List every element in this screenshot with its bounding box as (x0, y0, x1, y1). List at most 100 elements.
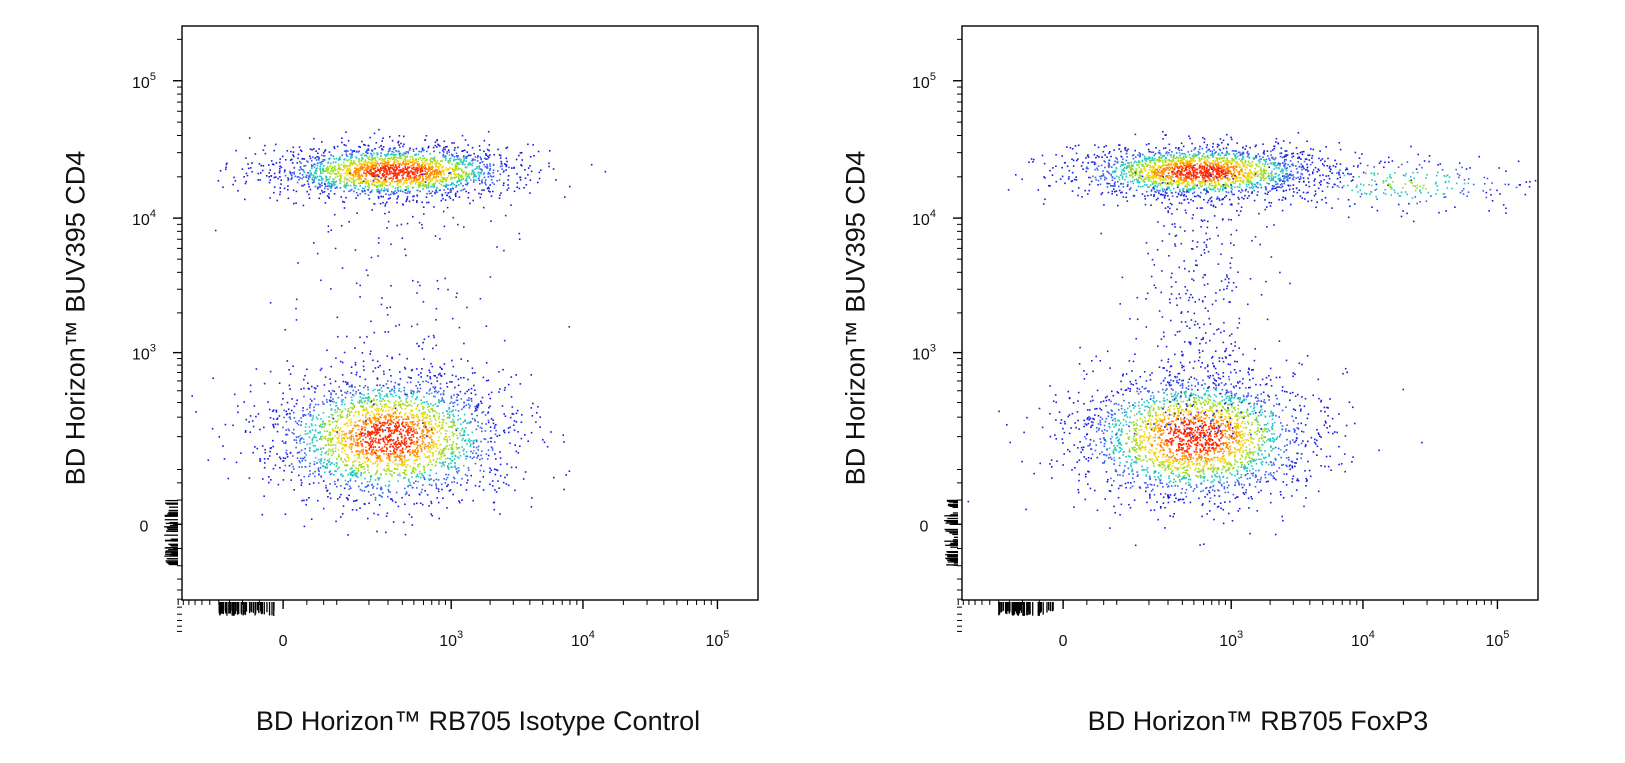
data-point (296, 422, 298, 424)
data-point (382, 169, 385, 172)
data-point (396, 224, 399, 227)
data-point (453, 421, 455, 424)
data-point (314, 475, 316, 478)
data-point (517, 431, 519, 433)
data-point (460, 168, 463, 171)
data-point (379, 190, 381, 192)
data-point (399, 146, 401, 148)
data-point (413, 390, 415, 393)
data-point (354, 474, 357, 477)
data-point (400, 170, 402, 173)
data-point (423, 471, 426, 474)
data-point (420, 476, 422, 479)
data-point (328, 193, 330, 195)
data-point (243, 401, 245, 403)
data-point (484, 179, 487, 181)
data-point (264, 451, 267, 454)
data-point (434, 141, 437, 143)
data-point (370, 152, 372, 155)
data-point (361, 427, 364, 430)
data-point (340, 516, 342, 518)
data-point (438, 451, 440, 453)
data-point (335, 402, 337, 404)
data-point (342, 447, 345, 449)
data-point (1094, 144, 1096, 146)
data-point (369, 406, 371, 408)
data-point (345, 432, 348, 435)
data-point (305, 174, 308, 177)
data-point (433, 184, 436, 187)
data-point (315, 436, 317, 439)
data-point (375, 472, 378, 474)
data-point (483, 163, 485, 166)
data-point (417, 374, 420, 376)
data-point (480, 180, 483, 182)
data-point (383, 168, 386, 171)
data-point (416, 432, 418, 435)
data-point (448, 444, 451, 447)
data-point (426, 201, 428, 204)
data-point (391, 164, 393, 166)
data-point (514, 489, 516, 492)
data-point (346, 173, 348, 176)
data-point (387, 168, 390, 171)
data-point (371, 439, 374, 441)
data-point (320, 367, 323, 370)
data-point (440, 183, 443, 186)
data-point (381, 158, 384, 161)
data-point (363, 394, 365, 396)
data-point (447, 413, 449, 415)
data-point (383, 395, 386, 398)
data-point (287, 177, 289, 179)
data-point (298, 451, 301, 453)
data-point (361, 175, 364, 177)
data-point (399, 179, 402, 181)
data-point (319, 167, 321, 170)
data-point (399, 458, 402, 461)
data-point (401, 461, 403, 464)
data-point (293, 166, 296, 169)
data-point (415, 158, 417, 161)
data-point (262, 478, 264, 480)
data-point (359, 432, 361, 435)
data-point (332, 398, 334, 400)
data-point (401, 442, 404, 444)
data-point (324, 170, 327, 172)
data-point (462, 178, 465, 180)
data-point (447, 175, 450, 177)
data-point (458, 163, 461, 166)
data-point (315, 172, 318, 175)
data-point (415, 456, 418, 458)
data-point (232, 424, 234, 427)
data-point (1143, 176, 1145, 178)
data-point (531, 415, 534, 417)
data-point (358, 160, 360, 162)
data-point (359, 169, 361, 172)
data-point (400, 435, 403, 438)
data-point (386, 512, 389, 514)
data-point (385, 181, 387, 183)
data-point (442, 421, 445, 423)
data-point (489, 437, 492, 439)
data-point (280, 183, 282, 185)
data-point (405, 401, 408, 403)
data-point (357, 182, 360, 185)
data-point (460, 158, 462, 161)
data-point (521, 414, 523, 416)
data-point (432, 440, 435, 443)
data-point (388, 440, 391, 442)
data-point (470, 421, 472, 423)
data-point (454, 465, 456, 467)
data-point (381, 459, 384, 462)
data-point (347, 534, 349, 536)
data-point (398, 180, 401, 182)
data-point (237, 190, 239, 192)
data-point (430, 478, 432, 480)
data-point (503, 389, 506, 391)
data-point (359, 182, 362, 185)
data-point (278, 456, 281, 458)
data-point (446, 441, 448, 443)
data-point (378, 169, 381, 171)
data-point (301, 174, 304, 176)
